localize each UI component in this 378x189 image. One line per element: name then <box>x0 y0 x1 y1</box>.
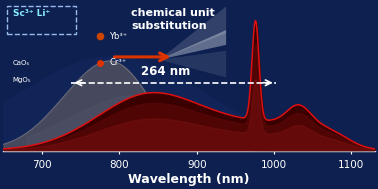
Text: Yb³⁺: Yb³⁺ <box>109 32 127 40</box>
Text: chemical unit
substitution: chemical unit substitution <box>132 8 215 31</box>
Text: Sc³⁺ Li⁺: Sc³⁺ Li⁺ <box>13 9 50 18</box>
Polygon shape <box>159 30 226 60</box>
Text: 264 nm: 264 nm <box>141 65 191 78</box>
X-axis label: Wavelength (nm): Wavelength (nm) <box>128 173 250 186</box>
Polygon shape <box>159 6 226 60</box>
Text: MgO₅: MgO₅ <box>13 77 31 83</box>
Text: Cr³⁺: Cr³⁺ <box>109 58 127 67</box>
Text: CaO₆: CaO₆ <box>13 60 30 66</box>
Polygon shape <box>159 51 226 77</box>
